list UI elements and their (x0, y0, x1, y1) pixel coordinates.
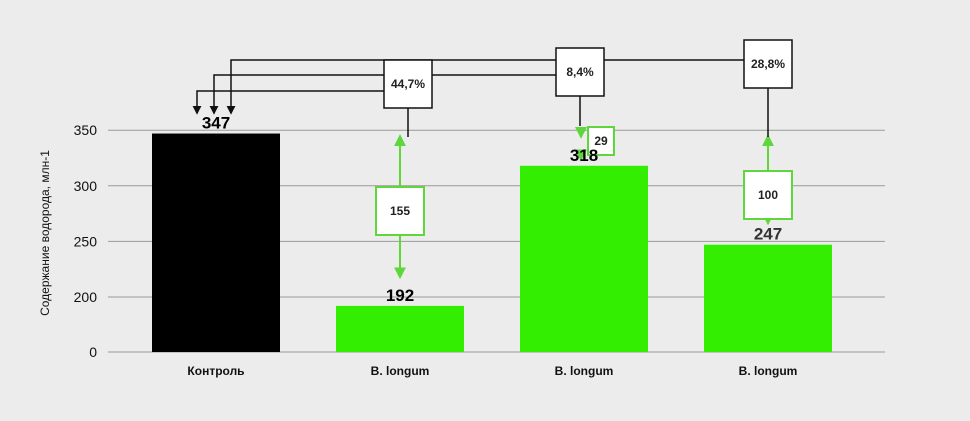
percent-label: 44,7% (391, 77, 425, 91)
bar-layer (152, 133, 832, 352)
y-tick-label: 250 (74, 233, 98, 249)
data-label: 318 (570, 146, 598, 165)
data-label: 247 (754, 225, 782, 244)
x-tick-label: Контроль (187, 364, 244, 378)
y-tick-label: 200 (74, 289, 98, 305)
y-tick-label: 0 (89, 344, 97, 360)
percent-connector (226, 59, 744, 115)
reduction-box (375, 186, 425, 236)
reduction-box (743, 170, 793, 220)
data-label: 192 (386, 286, 414, 305)
label-layer: 0 200 250 300 350 Контроль B. longum B. longum B… (74, 114, 798, 378)
percent-connector (209, 74, 556, 115)
bar (520, 165, 648, 352)
connector-layer: 155 29 100 44,7% 8,4% 28,8% (192, 39, 793, 280)
reduction-label: 100 (758, 188, 778, 202)
reduction-box (587, 126, 615, 156)
data-label: 347 (202, 114, 230, 133)
percent-box (383, 59, 433, 109)
x-tick-label: B. longum (555, 364, 614, 378)
percent-label: 8,4% (566, 65, 594, 79)
reduction-label: 155 (390, 204, 410, 218)
bar (336, 305, 464, 352)
bar (152, 133, 280, 352)
y-tick-label: 300 (74, 178, 98, 194)
percent-connector (192, 90, 384, 115)
percent-box (743, 39, 793, 89)
y-axis-label: Содержание водорода, млн-1 (38, 150, 52, 316)
bar (704, 244, 832, 352)
x-tick-label: B. longum (371, 364, 430, 378)
x-tick-label: B. longum (739, 364, 798, 378)
reduction-label: 29 (594, 134, 608, 148)
y-tick-label: 350 (74, 122, 98, 138)
percent-label: 28,8% (751, 57, 785, 71)
percent-box (555, 47, 605, 97)
